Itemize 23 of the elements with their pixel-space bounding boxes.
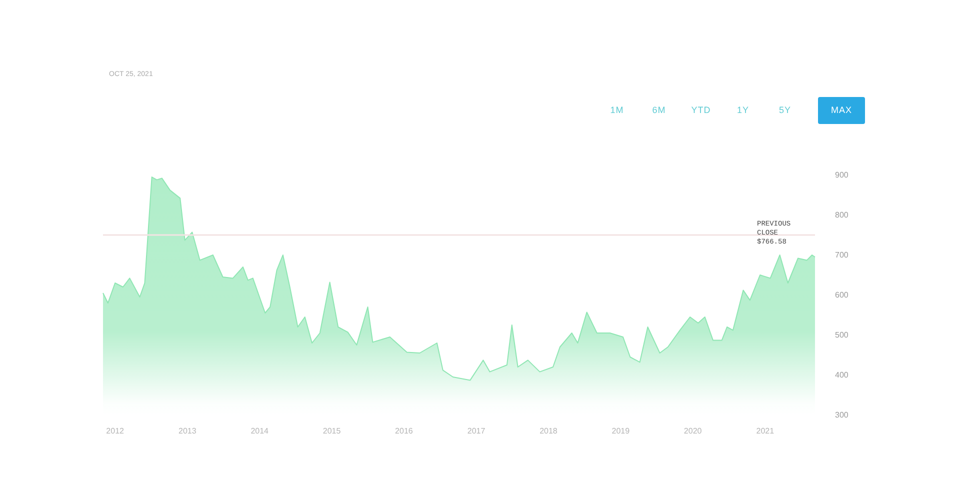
x-tick-label: 2020 (684, 426, 702, 436)
range-label: 1M (610, 105, 624, 116)
y-tick-label: 800 (835, 210, 849, 220)
range-label: YTD (691, 105, 711, 116)
y-tick-label: 500 (835, 330, 849, 340)
range-label: 1Y (736, 105, 749, 116)
x-tick-label: 2014 (250, 426, 270, 436)
y-tick-label: 700 (835, 250, 849, 260)
x-tick-label: 2015 (322, 426, 342, 436)
x-tick-label: 2019 (612, 426, 630, 436)
x-tick-label: 2017 (467, 426, 486, 436)
x-tick-label: 2013 (178, 426, 197, 436)
range-label: 5Y (778, 105, 791, 116)
range-label: 6M (652, 105, 666, 116)
y-tick-label: 600 (835, 290, 849, 300)
x-tick-label: 2018 (540, 426, 558, 436)
y-tick-label: 400 (835, 370, 849, 380)
x-tick-label: 2012 (106, 426, 125, 436)
y-tick-label: 900 (835, 170, 849, 180)
x-tick-label: 2016 (395, 426, 414, 436)
range-label: MAX (830, 105, 852, 116)
y-tick-label: 300 (835, 410, 849, 420)
x-tick-label: 2021 (756, 426, 775, 436)
